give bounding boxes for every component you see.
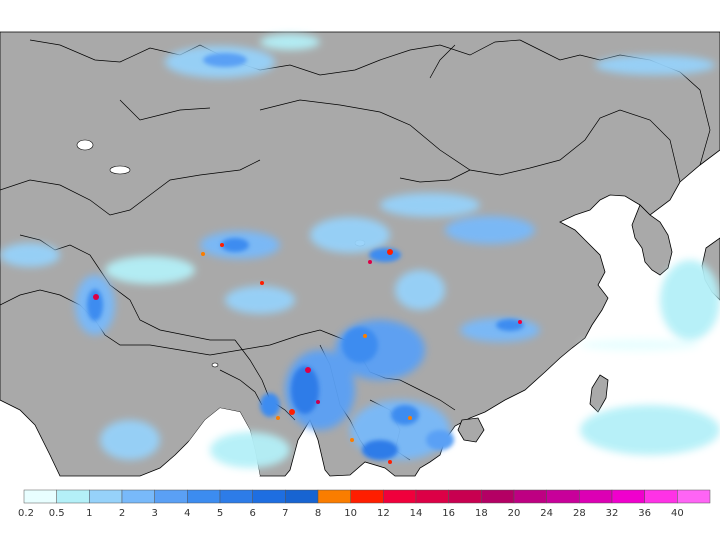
legend-label: 16 <box>442 508 455 519</box>
legend-swatches <box>23 489 711 504</box>
taiwan-island <box>589 374 609 413</box>
legend-label: 12 <box>377 508 390 519</box>
legend-swatch <box>23 489 57 504</box>
precip-moderate <box>87 53 524 460</box>
legend-swatch <box>56 489 90 504</box>
legend-swatch <box>611 489 645 504</box>
precip-light <box>0 34 720 468</box>
legend-label: 6 <box>249 508 255 519</box>
legend-label: 20 <box>508 508 521 519</box>
hainan-island <box>457 417 485 443</box>
legend-label: 7 <box>282 508 288 519</box>
legend-label: 3 <box>151 508 157 519</box>
legend-label: 24 <box>540 508 553 519</box>
legend-labels: 0.2 0.5 1 2 3 4 5 6 7 8 10 12 14 16 18 20 24 28 32 36 40 <box>18 508 684 519</box>
legend-swatch <box>448 489 482 504</box>
legend-label: 14 <box>410 508 423 519</box>
legend-swatch <box>383 489 417 504</box>
legend-swatch <box>677 489 711 504</box>
legend-label: 32 <box>606 508 619 519</box>
legend-label: 40 <box>671 508 684 519</box>
legend-label: 36 <box>638 508 651 519</box>
legend-swatch <box>121 489 155 504</box>
legend-label: 5 <box>217 508 223 519</box>
legend-label: 28 <box>573 508 586 519</box>
legend-label: 8 <box>315 508 321 519</box>
legend-swatch <box>154 489 188 504</box>
legend-label: 0.2 <box>18 508 34 519</box>
legend-label: 10 <box>344 508 357 519</box>
legend-swatch <box>579 489 613 504</box>
korea-peninsula <box>631 204 673 276</box>
legend-label: 4 <box>184 508 190 519</box>
legend-label: 0.5 <box>49 508 65 519</box>
legend-swatch <box>252 489 286 504</box>
legend-swatch <box>285 489 319 504</box>
legend-swatch <box>89 489 123 504</box>
legend-swatch <box>187 489 221 504</box>
legend-swatch <box>219 489 253 504</box>
legend-swatch <box>644 489 678 504</box>
precip-heavy <box>93 243 522 464</box>
legend-swatch <box>513 489 547 504</box>
precipitation-map <box>0 31 720 477</box>
legend-swatch <box>317 489 351 504</box>
legend-label: 2 <box>119 508 125 519</box>
legend-swatch <box>350 489 384 504</box>
legend: 0.2 0.5 1 2 3 4 5 6 7 8 10 12 14 16 18 20 24 28 32 36 40 <box>18 489 711 519</box>
legend-label: 1 <box>86 508 92 519</box>
legend-swatch <box>546 489 580 504</box>
legend-swatch <box>415 489 449 504</box>
legend-swatch <box>481 489 515 504</box>
legend-label: 18 <box>475 508 488 519</box>
